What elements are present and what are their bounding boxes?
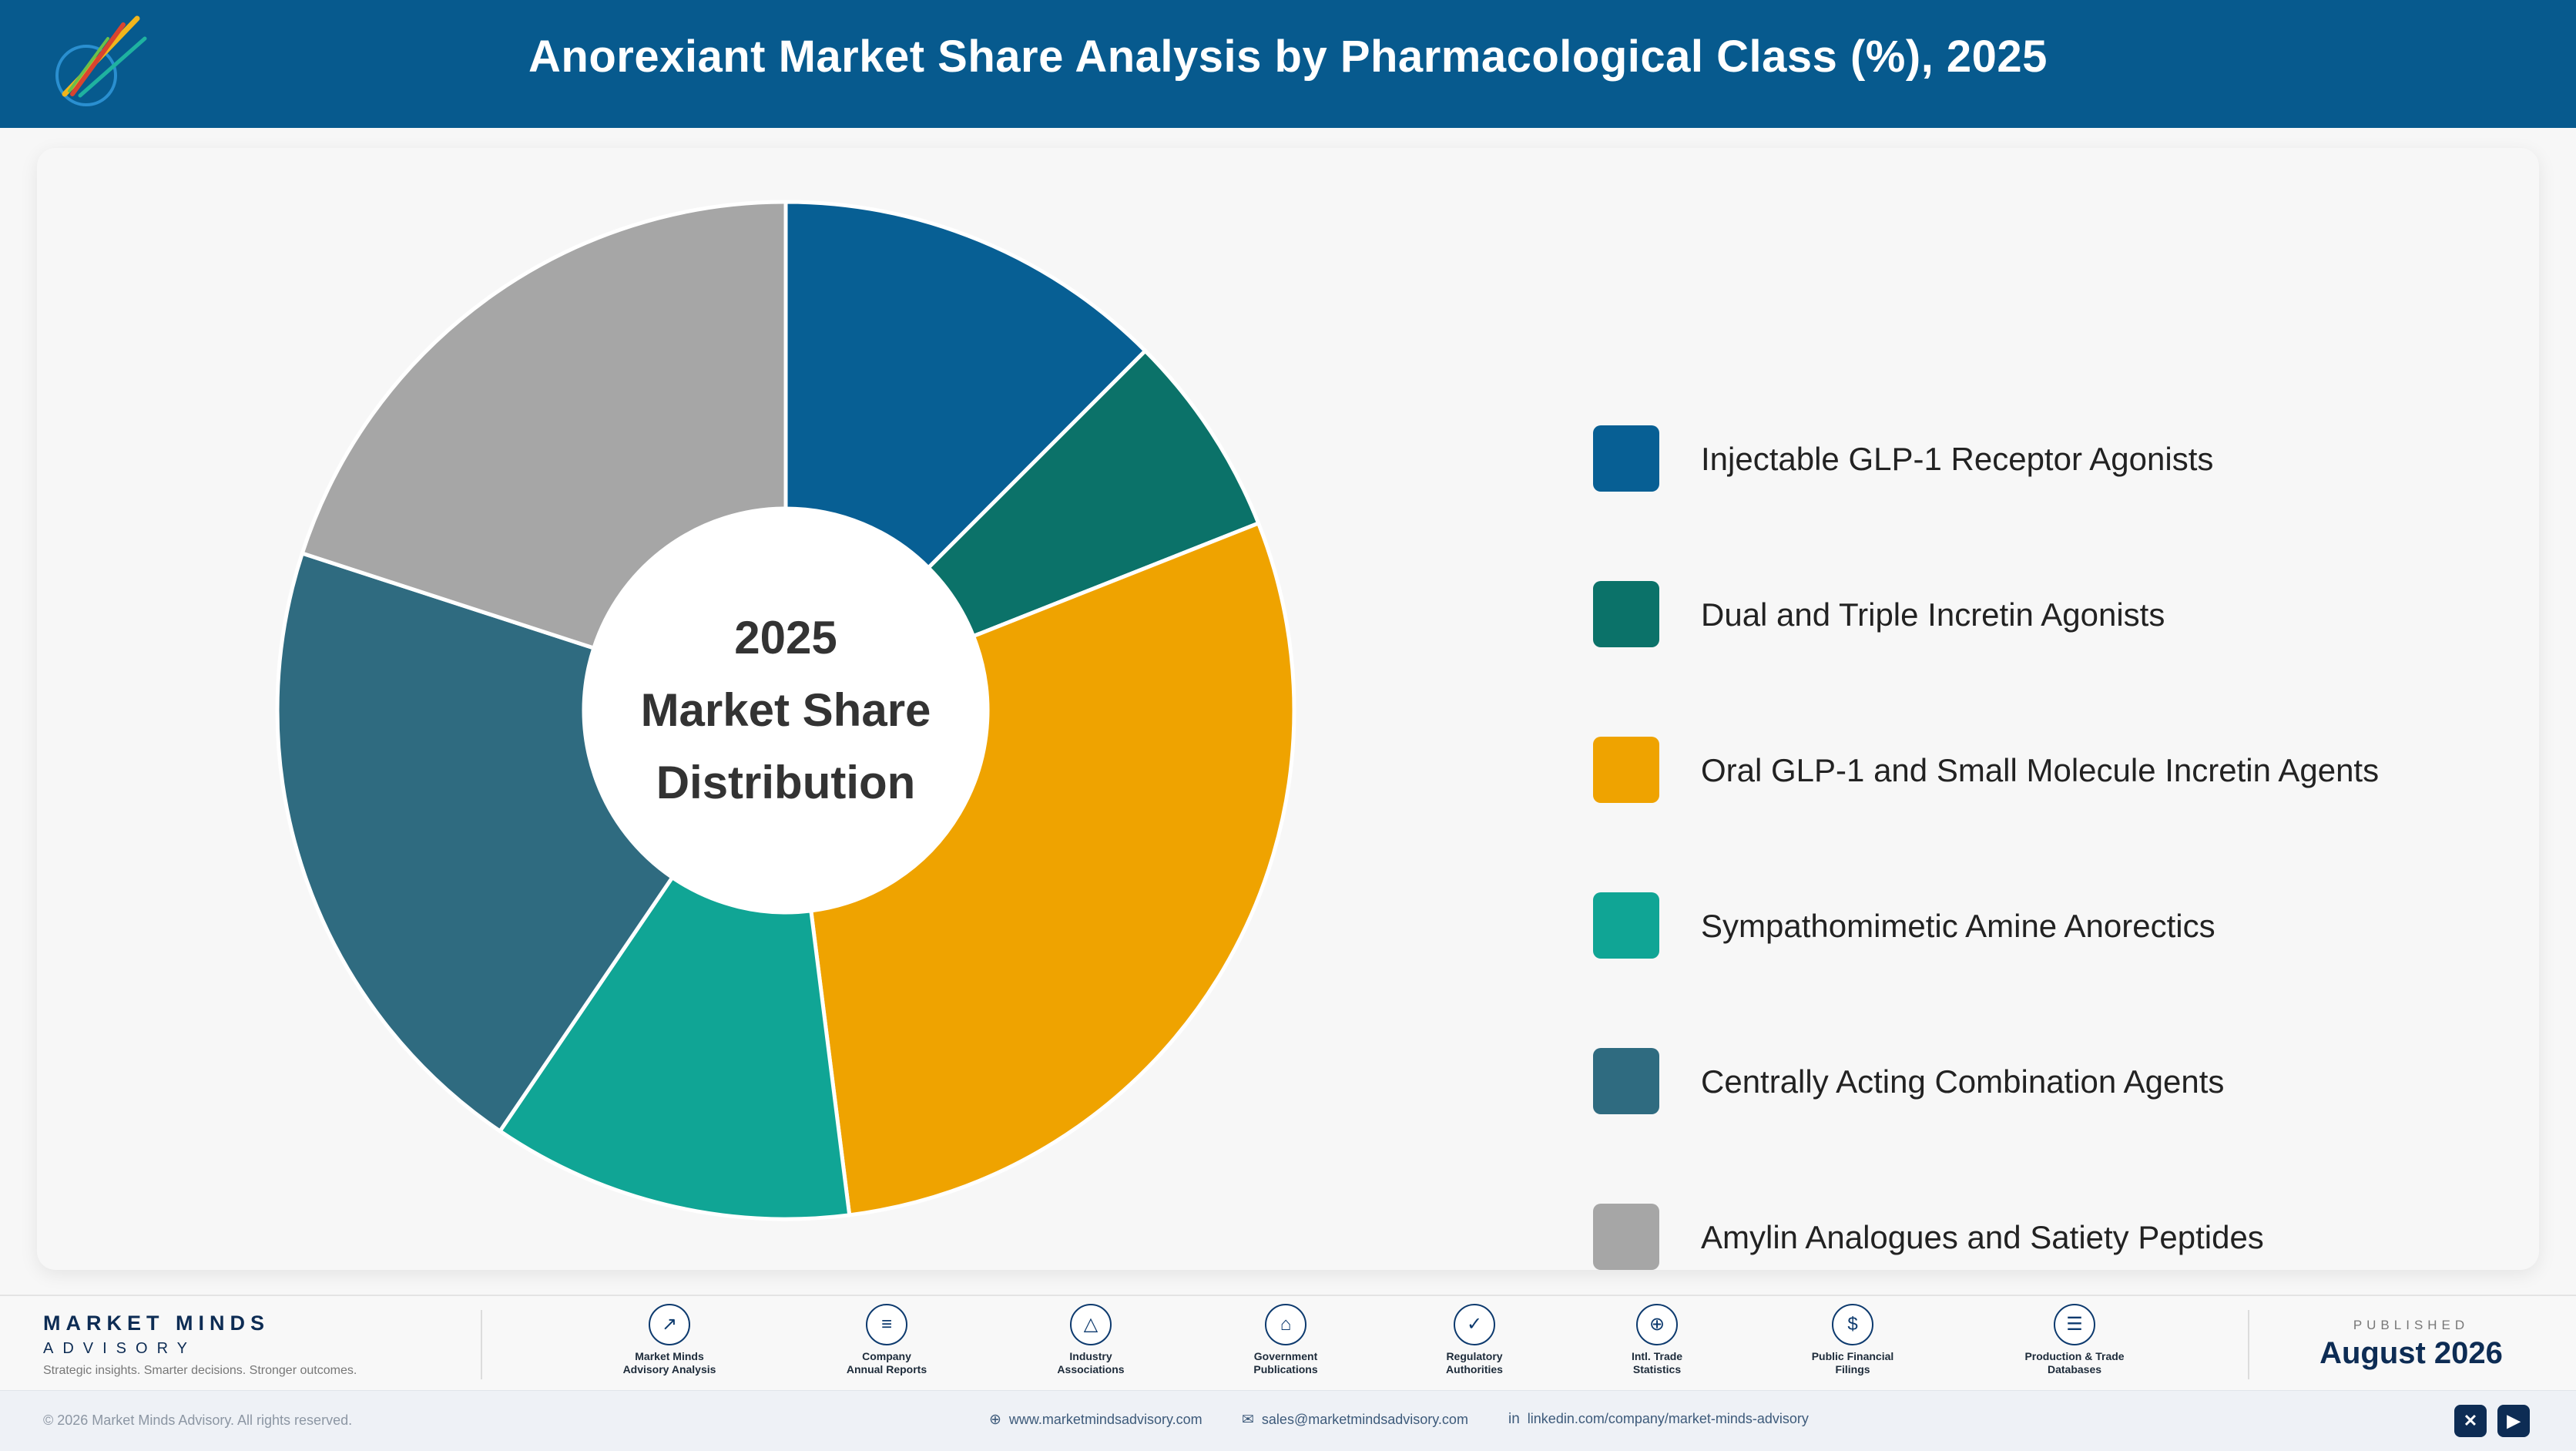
footer-brand: MARKET MINDS ADVISORY Strategic insights… [43,1312,357,1378]
center-label-year: 2025 [734,612,837,663]
pie-slice-5[interactable] [275,550,676,1134]
legend-item-4[interactable]: Sympathomimetic Amine Anorectics [1593,892,2556,959]
company-logo[interactable] [39,8,154,123]
legend-swatch [1593,581,1659,647]
source-label: Regulatory Authorities [1446,1350,1503,1375]
email-link[interactable]: ✉ sales@marketmindsadvisory.com [1242,1411,1468,1429]
page-title: Anorexiant Market Share Analysis by Phar… [528,32,2048,82]
pie-center-hole [585,510,986,911]
network-icon: △ [1070,1304,1112,1345]
legend-item-1[interactable]: Injectable GLP-1 Receptor Agonists [1593,425,2556,492]
rocket-logo-icon [55,15,147,106]
chart-card: 2025 Market Share Distribution Injectabl… [37,148,2539,1270]
source-item[interactable]: △ Industry Associations [1006,1304,1176,1376]
dollar-coin-icon: $ [1832,1304,1873,1345]
legend-swatch [1593,1048,1659,1114]
source-item[interactable]: ✓ Regulatory Authorities [1390,1304,1559,1376]
legend-label: Sympathomimetic Amine Anorectics [1701,908,2215,944]
legend-label: Dual and Triple Incretin Agonists [1701,596,2165,633]
document-icon: ≡ [866,1304,907,1345]
legend-swatch [1593,425,1659,492]
footer: MARKET MINDS ADVISORY Strategic insights… [0,1295,2576,1392]
email-text: sales@marketmindsadvisory.com [1261,1412,1468,1427]
linkedin-icon: in [1508,1411,1520,1427]
pie-slice-2[interactable] [925,348,1261,639]
source-label: Public Financial Filings [1811,1350,1894,1375]
pie-center-label: 2025 Market Share Distribution [585,602,986,819]
legend-swatch [1593,1204,1659,1270]
pie-slice-6[interactable] [300,200,788,651]
pie-slice-3[interactable] [809,520,1296,1218]
source-label: Government Publications [1253,1350,1318,1375]
legend-label: Injectable GLP-1 Receptor Agonists [1701,441,2214,477]
source-item[interactable]: ⌂ Government Publications [1201,1304,1370,1376]
source-label: Production & Trade Databases [2024,1350,2125,1375]
source-item[interactable]: ☰ Production & Trade Databases [1990,1304,2159,1376]
legend-label: Amylin Analogues and Satiety Peptides [1701,1219,2264,1255]
bottom-bar: © 2026 Market Minds Advisory. All rights… [0,1390,2576,1451]
legend-item-2[interactable]: Dual and Triple Incretin Agonists [1593,581,2556,647]
mail-icon: ✉ [1242,1412,1254,1428]
published-date: August 2026 [2319,1336,2503,1370]
source-label: Market Minds Advisory Analysis [622,1350,716,1375]
pie-slice-1[interactable] [783,200,1149,571]
legend-item-5[interactable]: Centrally Acting Combination Agents [1593,1048,2556,1114]
published-label: PUBLISHED [2353,1318,2470,1332]
legend-label: Oral GLP-1 and Small Molecule Incretin A… [1701,752,2380,788]
website-text: www.marketmindsadvisory.com [1008,1412,1202,1427]
source-item[interactable]: $ Public Financial Filings [1768,1304,1937,1376]
copyright-text: © 2026 Market Minds Advisory. All rights… [43,1412,353,1428]
legend-item-3[interactable]: Oral GLP-1 and Small Molecule Incretin A… [1593,737,2556,803]
footer-divider [481,1310,482,1379]
pie-chart [275,200,1296,1221]
brand-tagline: Strategic insights. Smarter decisions. S… [43,1364,357,1377]
legend-item-6[interactable]: Amylin Analogues and Satiety Peptides [1593,1204,2556,1270]
published-block: PUBLISHED August 2026 [2296,1318,2527,1371]
legend-label: Centrally Acting Combination Agents [1701,1063,2225,1100]
header-bar: Anorexiant Market Share Analysis by Phar… [0,0,2576,128]
footer-divider [2248,1310,2249,1379]
globe-icon: ⊕ [1636,1304,1678,1345]
youtube-icon[interactable]: ▶ [2497,1405,2530,1437]
source-item[interactable]: ⊕ Intl. Trade Statistics [1572,1304,1742,1376]
database-icon: ☰ [2054,1304,2095,1345]
source-item[interactable]: ≡ Company Annual Reports [802,1304,971,1376]
legend-swatch [1593,737,1659,803]
globe-icon: ⊕ [989,1412,1001,1428]
shield-check-icon: ✓ [1454,1304,1495,1345]
source-item[interactable]: ↗ Market Minds Advisory Analysis [585,1304,754,1376]
source-label: Intl. Trade Statistics [1631,1350,1683,1375]
linkedin-text: linkedin.com/company/market-minds-adviso… [1527,1411,1809,1426]
center-label-line2: Market Share [640,684,931,736]
website-link[interactable]: ⊕ www.marketmindsadvisory.com [989,1411,1202,1429]
pie-slice-4[interactable] [497,875,852,1221]
x-icon[interactable]: ✕ [2454,1405,2487,1437]
source-label: Company Annual Reports [846,1350,927,1375]
trend-chart-icon: ↗ [649,1304,690,1345]
brand-subtitle: ADVISORY [43,1340,196,1357]
legend-swatch [1593,892,1659,959]
source-label: Industry Associations [1057,1350,1125,1375]
center-label-line3: Distribution [656,757,916,808]
linkedin-link[interactable]: in linkedin.com/company/market-minds-advi… [1508,1411,1809,1428]
brand-name: MARKET MINDS [43,1312,270,1335]
government-building-icon: ⌂ [1265,1304,1306,1345]
